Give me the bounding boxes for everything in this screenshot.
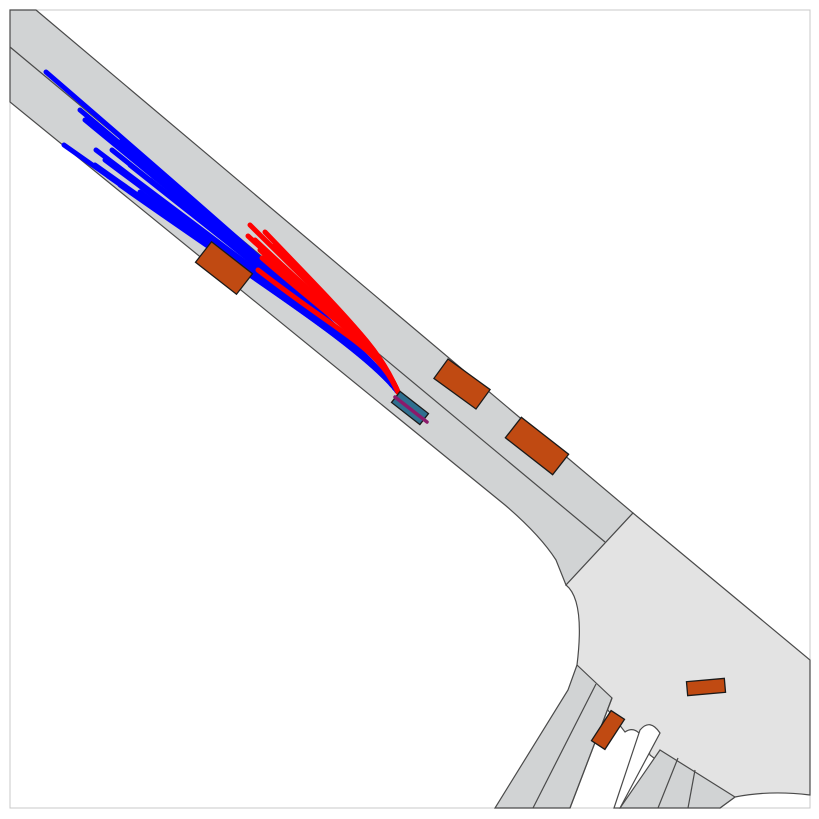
blue-trajectory (82, 117, 401, 395)
vehicle-5 (590, 709, 626, 751)
lower-branch-road-west (493, 663, 613, 809)
lower-east-lane-1 (657, 757, 679, 809)
vehicle-2 (433, 358, 491, 410)
lower-branch-lane-2 (569, 697, 613, 809)
ego-heading-indicator (393, 395, 429, 424)
vehicle-4 (685, 677, 727, 697)
vehicle-1 (194, 240, 254, 296)
red-trajectory (255, 267, 401, 395)
lower-branch-road-east (618, 749, 737, 809)
lower-branch-lane-1 (532, 683, 597, 809)
lower-east-lane-2 (687, 769, 696, 809)
median-island (613, 724, 661, 809)
vehicle-3 (504, 416, 570, 476)
red-trajectories (245, 222, 401, 395)
vehicles (194, 240, 727, 751)
